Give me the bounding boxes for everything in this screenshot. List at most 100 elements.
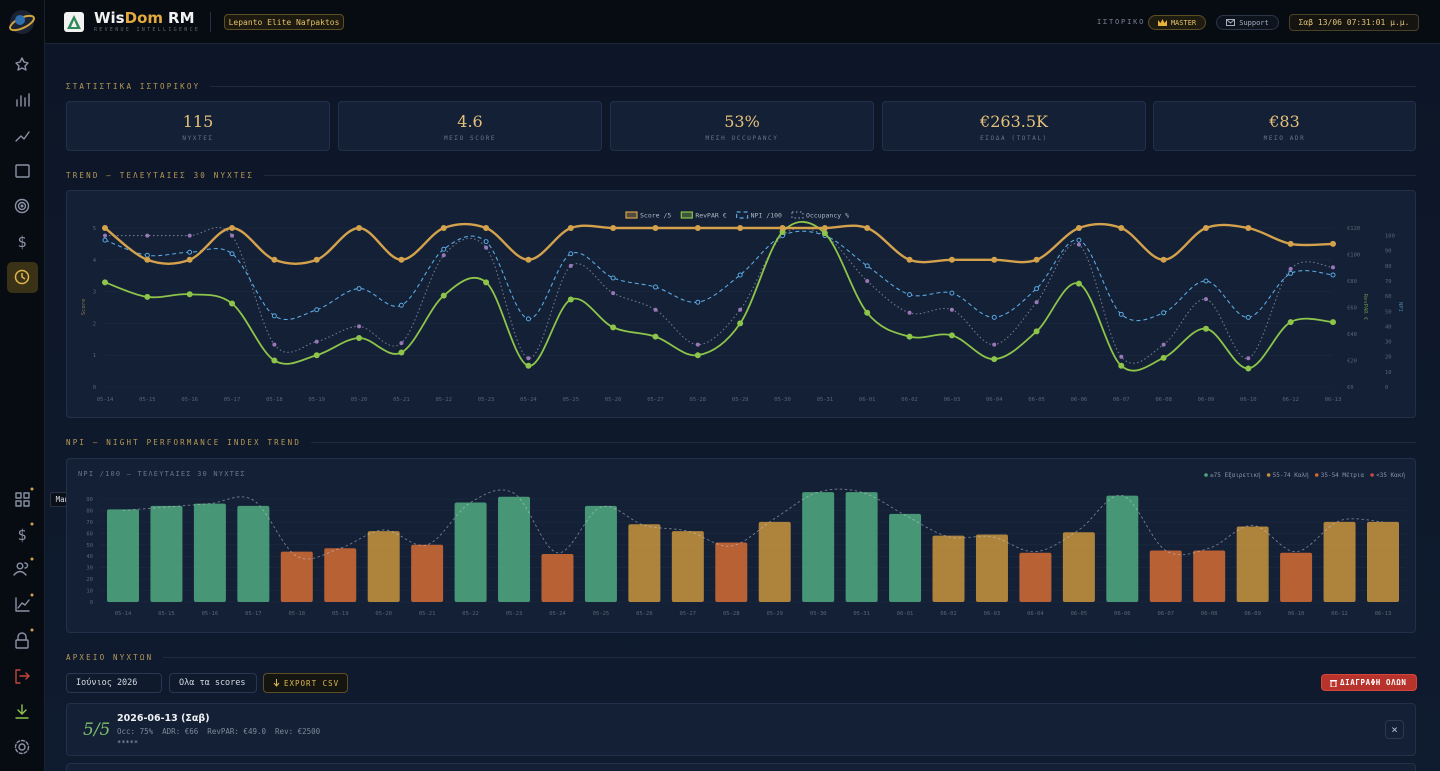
data-point: [229, 225, 236, 231]
x-tick-label: 06-12: [1331, 611, 1348, 617]
export-button[interactable]: EXPORT CSV: [263, 673, 348, 693]
bar: [541, 553, 574, 602]
support-button[interactable]: Support: [1216, 15, 1279, 30]
data-point: [1245, 314, 1251, 320]
data-point: [186, 291, 193, 298]
delete-all-button[interactable]: ΔΙΑΓΡΑΦΗ ΟΛΩΝ: [1321, 674, 1417, 691]
star-icon[interactable]: [15, 57, 29, 71]
data-point: [1330, 272, 1336, 278]
data-point: [1288, 266, 1293, 271]
bar-chart-icon[interactable]: [16, 93, 30, 107]
data-point: [144, 293, 151, 300]
data-point: [441, 246, 447, 252]
role-badge[interactable]: MASTER: [1148, 15, 1206, 30]
analytics-icon[interactable]: [15, 597, 30, 612]
x-tick-label: 05-16: [202, 611, 219, 617]
stat-value: 53%: [724, 112, 760, 131]
data-point: [272, 342, 277, 347]
legend-label: NPI /100: [751, 212, 782, 220]
x-tick-label: 05-15: [139, 397, 156, 403]
divider: [210, 12, 211, 32]
hotel-badge[interactable]: Lepanto Elite Nafpaktos: [224, 14, 344, 30]
calendar-icon[interactable]: [15, 164, 30, 178]
users-icon[interactable]: [13, 562, 29, 576]
stat-card: €83 ΜΕΣΟ ADR: [1153, 101, 1416, 151]
tick-label: 2: [93, 321, 96, 327]
bar: [628, 524, 661, 602]
legend-label: <35 Κακή: [1376, 471, 1405, 479]
brand-part: Wis: [94, 9, 125, 27]
y3-axis-label: NPI: [1397, 302, 1403, 312]
x-tick-label: 05-28: [723, 611, 740, 617]
x-tick-label: 05-31: [817, 397, 834, 403]
bar: [498, 496, 531, 602]
nav-label[interactable]: ΙΣΤΟΡΙΚΟ: [1097, 18, 1146, 26]
data-point: [1119, 354, 1124, 359]
x-tick-label: 06-13: [1375, 611, 1392, 617]
analytics-line: [17, 599, 30, 609]
target-icon[interactable]: [14, 198, 30, 214]
x-tick-label: 05-20: [375, 611, 392, 617]
bar: [411, 544, 444, 602]
x-tick-label: 05-20: [351, 397, 368, 403]
score-filter[interactable]: Ολα τα scores: [169, 673, 257, 693]
legend-dot: [1370, 473, 1374, 477]
x-tick-label: 06-09: [1244, 611, 1261, 617]
legend-label: Occupancy %: [806, 212, 849, 220]
data-point: [441, 253, 446, 258]
stat-label: ΝΥΧΤΕΣ: [182, 135, 214, 142]
tick-label: €0: [1347, 385, 1354, 391]
y-tick-label: 0: [90, 600, 93, 606]
data-point: [737, 272, 743, 278]
tick-label: 5: [93, 226, 96, 232]
download-icon[interactable]: [15, 704, 29, 719]
lock-icon[interactable]: [15, 632, 29, 649]
bar: [584, 505, 617, 602]
trend-icon[interactable]: [15, 131, 30, 142]
data-point: [187, 249, 193, 255]
tick-label: 20: [1385, 355, 1392, 361]
data-point: [610, 275, 616, 281]
data-point: [271, 256, 278, 263]
history-icon[interactable]: [14, 269, 30, 285]
logo[interactable]: [8, 10, 36, 34]
revenue-icon[interactable]: $: [17, 233, 26, 251]
record-date: 2026-06-13 (Σαβ): [117, 713, 210, 724]
data-point: [1034, 300, 1039, 305]
month-select[interactable]: Ιούνιος 2026: [66, 673, 162, 693]
data-point: [695, 342, 700, 347]
data-point: [568, 251, 574, 257]
logout-icon[interactable]: [15, 669, 30, 684]
bar: [367, 531, 400, 602]
data-point: [398, 256, 405, 263]
tick-label: 90: [1385, 249, 1392, 255]
legend-label: ≥75 Εξαιρετική: [1210, 471, 1261, 479]
bar: [1193, 550, 1226, 602]
bar: [454, 502, 487, 602]
x-tick-label: 06-06: [1071, 397, 1088, 403]
dashboard-icon[interactable]: [15, 492, 30, 507]
data-point: [611, 291, 616, 296]
data-point: [1118, 225, 1125, 231]
bar: [932, 535, 965, 602]
data-point: [1202, 325, 1209, 332]
data-point: [483, 279, 490, 286]
bar: [1106, 495, 1139, 602]
tick-label: 100: [1385, 234, 1395, 240]
pricing-icon[interactable]: $: [17, 526, 26, 544]
x-tick-label: 06-04: [1027, 611, 1044, 617]
y-tick-label: 40: [86, 554, 93, 560]
y-tick-label: 10: [86, 589, 93, 595]
bar: [280, 551, 313, 602]
settings-icon[interactable]: [14, 739, 30, 755]
legend-dot: [1204, 473, 1208, 477]
data-point: [357, 324, 362, 329]
trash-icon: [1330, 679, 1337, 687]
mail-icon: [1226, 19, 1236, 26]
data-point: [526, 356, 531, 361]
data-point: [144, 256, 151, 263]
close-button[interactable]: ×: [1385, 720, 1404, 739]
x-tick-label: 05-26: [636, 611, 653, 617]
data-point: [313, 352, 320, 359]
x-tick-label: 05-28: [690, 397, 707, 403]
